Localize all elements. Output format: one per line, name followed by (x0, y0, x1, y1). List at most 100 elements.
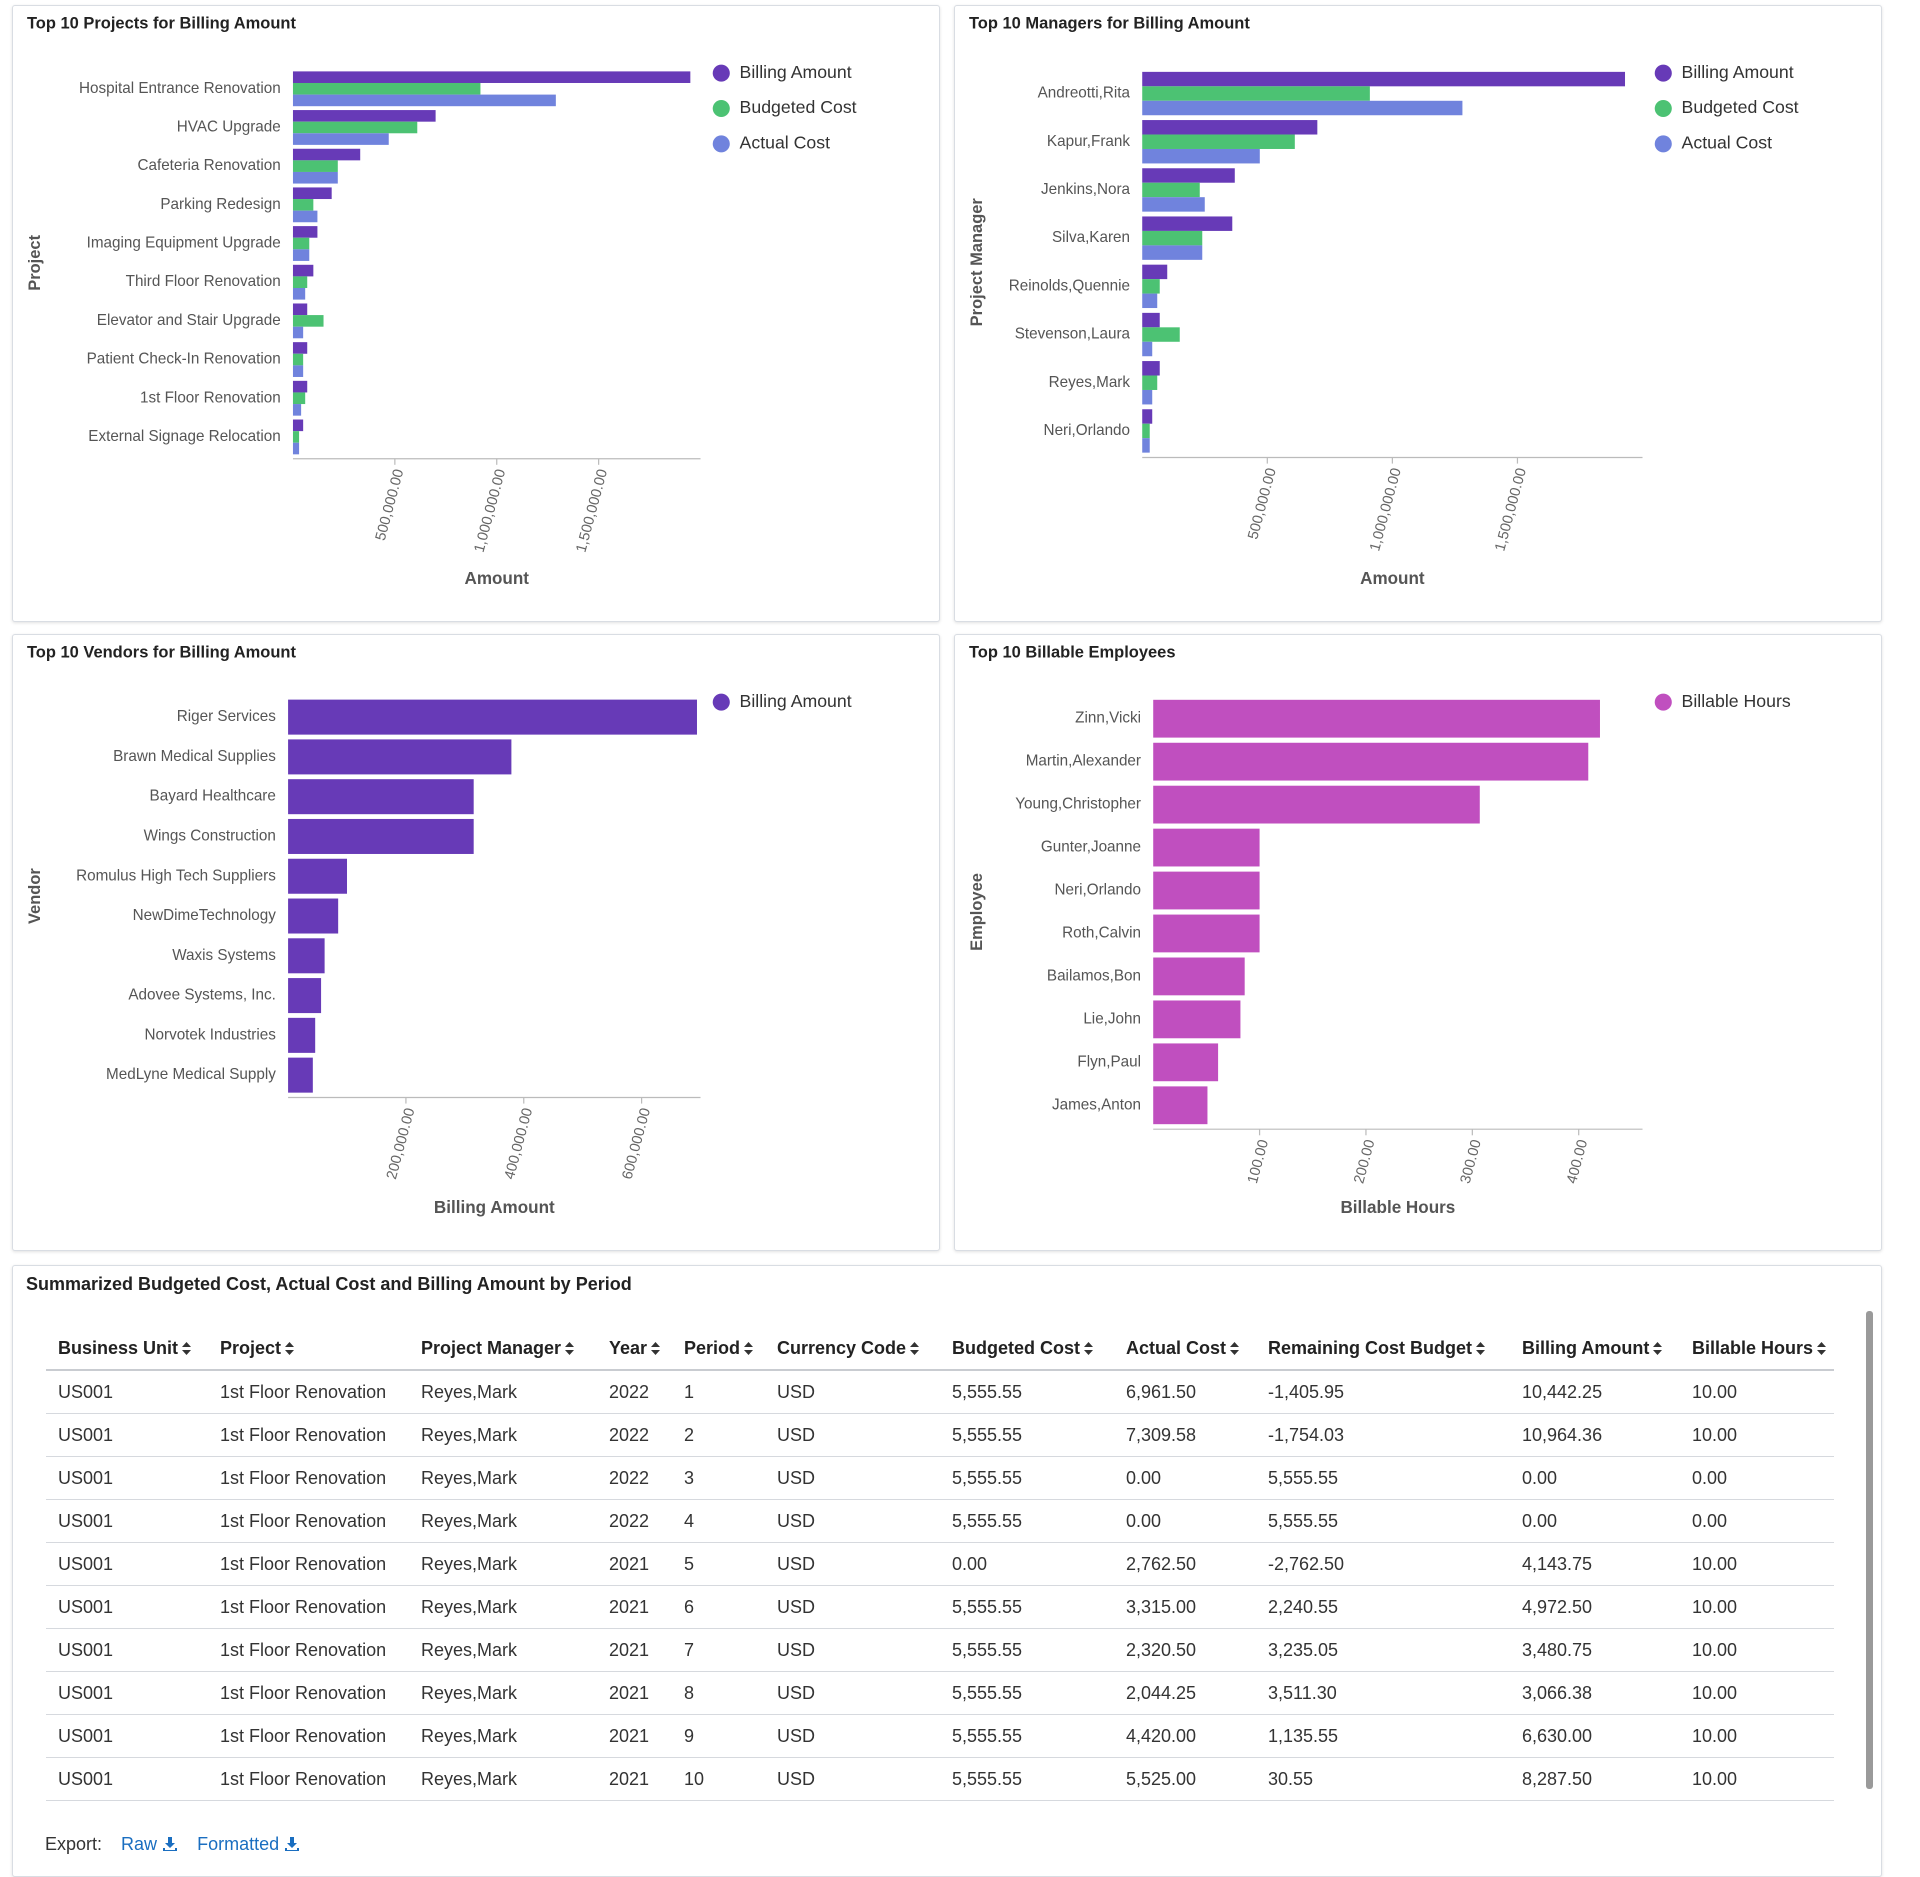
sort-arrows (1084, 1342, 1093, 1356)
sort-icon (1476, 1342, 1486, 1356)
legend-marker (1654, 99, 1672, 118)
y-tick-label: External Signage Relocation (88, 428, 280, 445)
bar (288, 818, 474, 854)
column-header-text: Project Manager (421, 1337, 562, 1358)
export-raw[interactable]: Raw (121, 1834, 178, 1854)
bar (1142, 86, 1370, 101)
y-tick-label: Waxis Systems (172, 947, 276, 964)
table-cell: 2022 (597, 1413, 672, 1457)
table-cell: US001 (46, 1499, 208, 1543)
column-header[interactable]: Budgeted Cost (940, 1327, 1114, 1371)
table-row: US001 1st Floor Renovation Reyes,Mark 2022 3… (46, 1456, 1834, 1500)
y-axis-title: Vendor (26, 868, 44, 924)
column-header[interactable]: Billable Hours (1680, 1327, 1834, 1371)
bar (292, 71, 691, 83)
y-tick-label: Stevenson,Laura (1015, 326, 1131, 343)
table-cell: US001 (46, 1628, 208, 1672)
scrollbar[interactable] (1866, 1311, 1873, 1789)
table-cell: Reyes,Mark (409, 1413, 597, 1457)
bar (1153, 957, 1245, 996)
table-cell: 9 (672, 1714, 765, 1758)
column-header-text: Remaining Cost Budget (1268, 1337, 1473, 1358)
bar (292, 442, 300, 455)
table-row: US001 1st Floor Renovation Reyes,Mark 2021 8… (46, 1671, 1834, 1715)
x-tick-label: 600,000.00 (620, 1106, 654, 1181)
column-header[interactable]: Remaining Cost Budget (1256, 1327, 1510, 1371)
y-tick-label: Andreotti,Rita (1038, 85, 1131, 102)
y-tick-label: HVAC Upgrade (177, 119, 281, 136)
bar (288, 938, 325, 974)
table-cell: 10,964.36 (1510, 1413, 1680, 1457)
bar (1153, 742, 1589, 781)
y-axis-title: Project Manager (968, 198, 986, 327)
table-cell: USD (765, 1628, 940, 1672)
y-tick-label: Patient Check-In Renovation (87, 351, 281, 368)
column-header[interactable]: Billing Amount (1510, 1327, 1680, 1371)
table-cell: 0.00 (1680, 1456, 1834, 1500)
table-cell: 3,066.38 (1510, 1671, 1680, 1715)
column-header[interactable]: Business Unit (46, 1327, 208, 1371)
table-cell: 1st Floor Renovation (208, 1456, 409, 1500)
x-tick-label: 200,000.00 (384, 1106, 418, 1181)
table-cell: Reyes,Mark (409, 1671, 597, 1715)
y-tick-label: Jenkins,Nora (1041, 181, 1131, 198)
column-header[interactable]: Actual Cost (1114, 1327, 1256, 1371)
column-header[interactable]: Project Manager (409, 1327, 597, 1371)
export-formatted[interactable]: Formatted (197, 1834, 300, 1854)
table-title: Summarized Budgeted Cost, Actual Cost an… (26, 1274, 632, 1294)
bar (292, 431, 300, 443)
bar (1153, 871, 1260, 910)
table-cell: 6,961.50 (1114, 1370, 1256, 1414)
bar (292, 237, 310, 250)
table-cell: US001 (46, 1585, 208, 1629)
sort-icon (651, 1342, 661, 1356)
table-cell: Reyes,Mark (409, 1714, 597, 1758)
sort-arrows (1817, 1342, 1827, 1356)
export-label: Export: (45, 1834, 103, 1854)
table-cell: 10.00 (1680, 1671, 1834, 1715)
bar (292, 148, 361, 161)
column-header[interactable]: Period (672, 1327, 765, 1371)
table-cell: 10.00 (1680, 1757, 1834, 1801)
table-cell: USD (765, 1499, 940, 1543)
bar (288, 779, 474, 815)
table-cell: 10 (672, 1757, 765, 1801)
table-cell: USD (765, 1413, 940, 1457)
column-header[interactable]: Currency Code (765, 1327, 940, 1371)
x-tick-label: 400,000.00 (502, 1106, 536, 1181)
legend-marker (712, 99, 730, 118)
table-row: US001 1st Floor Renovation Reyes,Mark 2021 1… (46, 1757, 1834, 1801)
table-cell: 2,044.25 (1114, 1671, 1256, 1715)
table-cell: 10.00 (1680, 1542, 1834, 1586)
table-cell: 5,555.55 (940, 1499, 1114, 1543)
chart: Top 10 Vendors for Billing Amount Vendor B… (26, 644, 852, 1217)
bar (1142, 293, 1158, 309)
y-tick-label: Kapur,Frank (1047, 133, 1130, 150)
bar (1142, 182, 1200, 198)
x-tick-label: 100.00 (1245, 1138, 1272, 1185)
y-tick-label: Wings Construction (144, 827, 276, 844)
y-tick-label: Adovee Systems, Inc. (128, 987, 275, 1004)
table-cell: 2 (672, 1413, 765, 1457)
table-cell: USD (765, 1671, 940, 1715)
table-cell: 0.00 (1510, 1499, 1680, 1543)
bar (292, 210, 318, 223)
table-cell: Reyes,Mark (409, 1542, 597, 1586)
sort-icon (1084, 1342, 1093, 1356)
table-cell: 10,442.25 (1510, 1370, 1680, 1414)
column-header[interactable]: Year (597, 1327, 672, 1371)
y-tick-label: Bailamos,Bon (1047, 967, 1141, 984)
x-tick-label: 1,000,000.00 (1367, 466, 1405, 553)
column-header[interactable]: Project (208, 1327, 409, 1371)
bar (1142, 148, 1260, 164)
table-cell: 7,309.58 (1114, 1413, 1256, 1457)
sort-arrows (1476, 1342, 1486, 1356)
table-cell: 3,235.05 (1256, 1628, 1510, 1672)
table-cell: 1st Floor Renovation (208, 1585, 409, 1629)
sort-icon (565, 1342, 575, 1356)
bar (292, 199, 314, 211)
bar (292, 419, 304, 432)
table-cell: 5,555.55 (940, 1585, 1114, 1629)
table-cell: 4 (672, 1499, 765, 1543)
